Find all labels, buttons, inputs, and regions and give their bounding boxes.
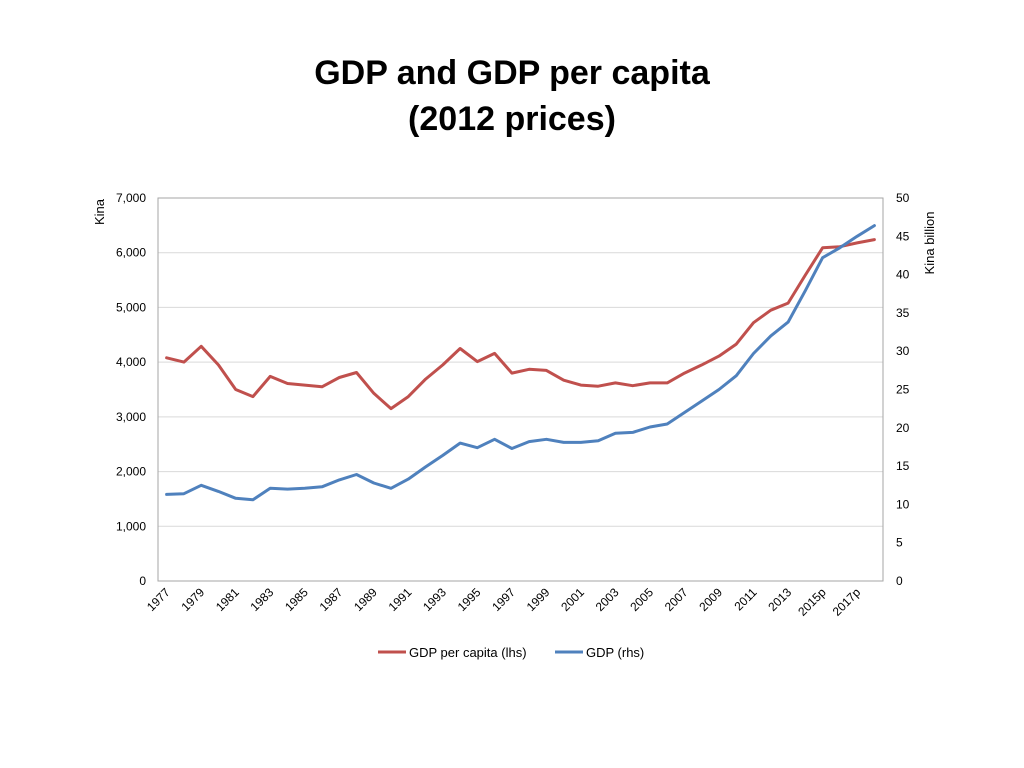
y-left-tick-label: 2,000 (116, 465, 146, 479)
x-tick-label: 2017p (830, 585, 864, 619)
x-tick-label: 1999 (524, 585, 553, 614)
slide-title-line-1: GDP and GDP per capita (314, 54, 710, 92)
y-right-tick-label: 0 (896, 574, 903, 588)
legend-label: GDP per capita (lhs) (409, 645, 527, 660)
x-tick-label: 2001 (558, 585, 587, 614)
legend-label: GDP (rhs) (586, 645, 644, 660)
slide-title: GDP and GDP per capita (2012 prices) (0, 50, 1024, 142)
x-tick-label: 2015p (795, 585, 829, 619)
x-tick-label: 1979 (178, 585, 207, 614)
y-right-axis-title: Kina billion (922, 212, 937, 275)
y-right-tick-label: 45 (896, 229, 910, 243)
x-tick-label: 1997 (489, 585, 518, 614)
y-right-tick-label: 10 (896, 497, 910, 511)
x-tick-label: 1985 (282, 585, 311, 614)
x-tick-label: 2011 (732, 585, 760, 613)
x-tick-label: 1987 (317, 585, 346, 614)
x-tick-label: 1995 (455, 585, 484, 614)
slide-title-line-2: (2012 prices) (408, 100, 616, 138)
plot-area-border (157, 197, 884, 582)
y-left-tick-label: 4,000 (116, 355, 146, 369)
y-right-tick-label: 40 (896, 268, 910, 282)
series-line-gdp-per-capita (165, 238, 876, 411)
x-tick-label: 2009 (696, 585, 725, 614)
y-left-axis-title: Kina (92, 198, 107, 225)
y-right-tick-label: 20 (896, 421, 910, 435)
y-right-tick-label: 5 (896, 536, 903, 550)
x-tick-label: 1983 (248, 585, 277, 614)
x-tick-label: 1981 (213, 585, 242, 614)
y-right-tick-label: 50 (896, 191, 910, 205)
y-left-tick-label: 5,000 (116, 300, 146, 314)
y-left-tick-label: 3,000 (116, 410, 146, 424)
y-left-tick-label: 1,000 (116, 519, 146, 533)
x-tick-label: 1977 (144, 585, 173, 614)
y-left-tick-label: 7,000 (116, 191, 146, 205)
y-right-tick-label: 35 (896, 306, 910, 320)
x-tick-label: 2013 (765, 585, 794, 614)
y-left-tick-label: 0 (139, 574, 146, 588)
x-tick-label: 2003 (593, 585, 622, 614)
x-tick-label: 1993 (420, 585, 449, 614)
y-right-tick-label: 15 (896, 459, 910, 473)
x-tick-label: 2005 (627, 585, 656, 614)
y-right-tick-label: 25 (896, 383, 910, 397)
x-tick-label: 2007 (662, 585, 691, 614)
x-tick-label: 1989 (351, 585, 380, 614)
y-right-tick-label: 30 (896, 344, 910, 358)
x-tick-label: 1991 (386, 585, 415, 614)
series-line-gdp (165, 224, 876, 502)
y-left-tick-label: 6,000 (116, 246, 146, 260)
